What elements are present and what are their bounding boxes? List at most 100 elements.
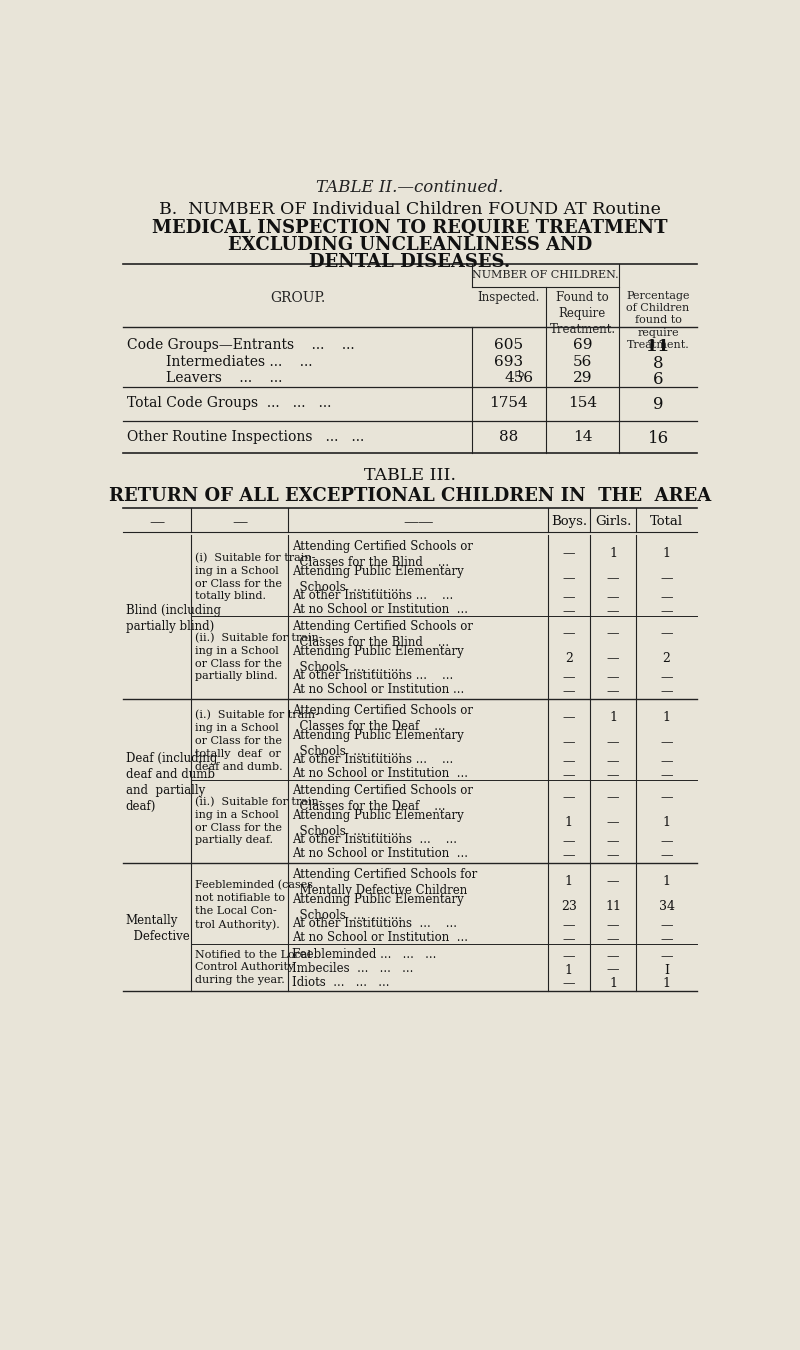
Text: TABLE III.: TABLE III. [364, 467, 456, 483]
Text: —: — [562, 605, 575, 618]
Text: —: — [607, 571, 619, 585]
Text: b: b [518, 370, 524, 379]
Text: 88: 88 [499, 429, 518, 444]
Text: —: — [660, 949, 673, 963]
Text: Deaf (including
deaf and dumb
and  partially
deaf): Deaf (including deaf and dumb and partia… [126, 752, 217, 813]
Text: —: — [660, 736, 673, 749]
Text: 1: 1 [662, 547, 670, 560]
Text: (i.)  Suitable for train-
ing in a School
or Class for the
totally  deaf  or
dea: (i.) Suitable for train- ing in a School… [194, 710, 318, 772]
Text: Attending Public Elementary
  Schools  ...  ...  ...: Attending Public Elementary Schools ... … [292, 564, 464, 594]
Text: —: — [660, 628, 673, 640]
Text: —: — [562, 571, 575, 585]
Text: 56: 56 [573, 355, 592, 369]
Text: 2: 2 [565, 652, 573, 664]
Text: —: — [562, 755, 575, 768]
Text: 2: 2 [662, 652, 670, 664]
Text: 11: 11 [605, 899, 621, 913]
Text: 1: 1 [662, 815, 670, 829]
Text: 11: 11 [646, 338, 670, 355]
Text: Total Code Groups  ...   ...   ...: Total Code Groups ... ... ... [127, 396, 331, 410]
Text: —: — [562, 933, 575, 946]
Text: Blind (including
partially blind): Blind (including partially blind) [126, 603, 221, 633]
Text: Attending Certified Schools for
  Mentally Defective Children: Attending Certified Schools for Mentally… [292, 868, 478, 898]
Text: DENTAL DISEASES.: DENTAL DISEASES. [310, 252, 510, 271]
Text: —: — [660, 919, 673, 931]
Text: 6: 6 [653, 371, 663, 389]
Text: —: — [607, 591, 619, 603]
Text: —: — [660, 933, 673, 946]
Text: At no School or Institution  ...: At no School or Institution ... [292, 767, 468, 780]
Text: Code Groups—Entrants    ...    ...: Code Groups—Entrants ... ... [127, 338, 354, 351]
Text: 14: 14 [573, 429, 592, 444]
Text: —: — [660, 791, 673, 805]
Text: —: — [562, 684, 575, 698]
Text: GROUP.: GROUP. [270, 290, 326, 305]
Text: (i)  Suitable for train-
ing in a School
or Class for the
totally blind.: (i) Suitable for train- ing in a School … [194, 552, 315, 601]
Text: 693: 693 [494, 355, 523, 369]
Text: —: — [562, 768, 575, 782]
Text: —: — [607, 875, 619, 888]
Text: 1: 1 [662, 875, 670, 888]
Text: —: — [607, 849, 619, 861]
Text: Mentally
  Defective: Mentally Defective [126, 914, 190, 944]
Text: RETURN OF ALL EXCEPTIONAL CHILDREN IN  THE  AREA: RETURN OF ALL EXCEPTIONAL CHILDREN IN TH… [109, 487, 711, 505]
Text: —: — [607, 736, 619, 749]
Text: —: — [607, 755, 619, 768]
Text: Imbeciles  ...   ...   ...: Imbeciles ... ... ... [292, 963, 414, 975]
Text: Attending Certified Schools or
  Classes for the Blind    ...: Attending Certified Schools or Classes f… [292, 620, 474, 649]
Text: —: — [607, 964, 619, 976]
Text: Leavers    ...    ...: Leavers ... ... [166, 371, 282, 386]
Text: —: — [562, 836, 575, 848]
Text: TABLE II.—continued.: TABLE II.—continued. [316, 180, 504, 196]
Text: —: — [607, 684, 619, 698]
Text: Percentage
of Children
found to
require
Treatment.: Percentage of Children found to require … [626, 290, 690, 350]
Text: 9: 9 [653, 396, 663, 413]
Text: MEDICAL INSPECTION TO REQUIRE TREATMENT: MEDICAL INSPECTION TO REQUIRE TREATMENT [152, 219, 668, 238]
Text: —: — [607, 949, 619, 963]
Text: 456: 456 [504, 371, 534, 386]
Text: —: — [660, 849, 673, 861]
Text: Total: Total [650, 514, 683, 528]
Text: Girls.: Girls. [595, 514, 631, 528]
Text: Feebleminded (cases
not notifiable to
the Local Con-
trol Authority).: Feebleminded (cases not notifiable to th… [194, 880, 313, 930]
Text: 1: 1 [565, 964, 573, 976]
Text: Attending Certified Schools or
  Classes for the Deaf    ...: Attending Certified Schools or Classes f… [292, 705, 474, 733]
Text: —: — [150, 514, 165, 529]
Text: —: — [607, 791, 619, 805]
Text: —: — [562, 919, 575, 931]
Text: (ii.)  Suitable for train-
ing in a School
or Class for the
partially blind.: (ii.) Suitable for train- ing in a Schoo… [194, 633, 322, 682]
Text: 1: 1 [609, 711, 617, 724]
Text: —: — [607, 836, 619, 848]
Text: 1: 1 [565, 815, 573, 829]
Text: —: — [607, 671, 619, 684]
Text: —: — [607, 768, 619, 782]
Text: —: — [562, 547, 575, 560]
Text: 1: 1 [609, 547, 617, 560]
Text: —: — [562, 591, 575, 603]
Text: 605: 605 [494, 338, 523, 351]
Text: At no School or Institution  ...: At no School or Institution ... [292, 848, 468, 860]
Text: —: — [562, 791, 575, 805]
Text: —: — [660, 605, 673, 618]
Text: —: — [562, 849, 575, 861]
Text: At other Institutions ...    ...: At other Institutions ... ... [292, 670, 454, 683]
Text: Other Routine Inspections   ...   ...: Other Routine Inspections ... ... [127, 429, 364, 444]
Text: —: — [607, 815, 619, 829]
Text: I: I [664, 964, 669, 976]
Text: 29: 29 [573, 371, 592, 386]
Text: Boys.: Boys. [551, 514, 587, 528]
Text: —: — [607, 919, 619, 931]
Text: —: — [562, 949, 575, 963]
Text: ——: —— [403, 514, 434, 529]
Text: At no School or Institution  ...: At no School or Institution ... [292, 603, 468, 616]
Text: (ii.)  Suitable for train-
ing in a School
or Class for the
partially deaf.: (ii.) Suitable for train- ing in a Schoo… [194, 796, 322, 845]
Text: 34: 34 [658, 899, 674, 913]
Text: B.  NUMBER OF Individual Children FOUND AT Routine: B. NUMBER OF Individual Children FOUND A… [159, 201, 661, 217]
Text: Inspected.: Inspected. [478, 290, 540, 304]
Text: Attending Certified Schools or
  Classes for the Blind    ...: Attending Certified Schools or Classes f… [292, 540, 474, 570]
Text: 1: 1 [662, 977, 670, 991]
Text: 8: 8 [653, 355, 663, 371]
Text: Attending Public Elementary
  Schools  ...  ...  ...: Attending Public Elementary Schools ... … [292, 729, 464, 757]
Text: At no School or Institution  ...: At no School or Institution ... [292, 931, 468, 944]
Text: Attending Public Elementary
  Schools  ...  ...  ...: Attending Public Elementary Schools ... … [292, 809, 464, 838]
